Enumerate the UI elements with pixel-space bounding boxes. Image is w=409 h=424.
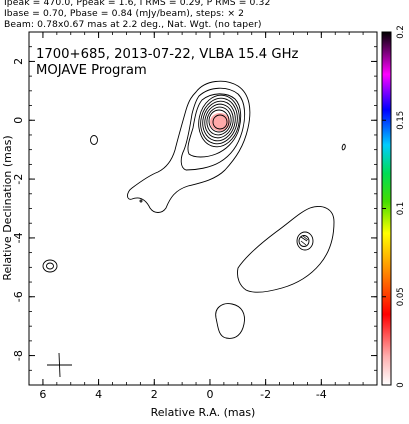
y-tick-label: -4 [12,232,25,243]
jet-polarization-ticks [300,235,309,246]
x-axis-label: Relative R.A. (mas) [151,406,256,419]
y-tick-label: 0 [12,117,25,124]
core-contour-3 [187,93,242,158]
y-tick-label: 2 [12,58,25,65]
header-base-line: Ibase = 0.70, Pbase = 0.84 (mJy/beam), s… [4,8,245,19]
jet-contour-1 [296,231,314,251]
header-stats-line: Ipeak = 470.0, Ppeak = 1.6, I RMS = 0.29… [4,0,271,8]
plot-frame [28,31,378,386]
core-contour-6 [202,100,236,142]
jet-outer-contour [237,206,335,293]
header-beam-line: Beam: 0.78x0.67 mas at 2.2 deg., Nat. Wg… [4,19,262,30]
beam-marker-vertical [58,352,61,378]
y-tick-label: -8 [12,350,25,361]
x-axis-ticks: 6 4 2 0 -2 -4 [39,32,378,401]
core-contour-8 [206,106,232,136]
panel-subtitle: MOJAVE Program [36,63,147,78]
x-tick-label: 2 [151,388,158,401]
lower-blob-contour [215,303,245,339]
colorbar-tick-label: 0.15 [396,111,406,130]
core-outer-contour [127,80,251,213]
colorbar-ticks: 0 0.05 0.1 0.15 0.2 [382,25,406,388]
colorbar-tick-label: 0 [396,382,406,387]
left-knot-inner [46,262,54,270]
y-tick-label: -6 [12,291,25,302]
small-right-contour [341,143,346,151]
x-tick-label: 6 [39,388,46,401]
panel-title: 1700+685, 2013-07-22, VLBA 15.4 GHz [36,47,299,62]
core-contour-10 [212,114,228,130]
left-knot-contour [42,259,58,273]
core-contour-5 [200,97,238,145]
colorbar-tick-label: 0.1 [396,202,406,216]
core-contour-9 [208,109,230,133]
core-contour-7 [204,103,234,139]
x-tick-label: 0 [206,388,213,401]
colorbar-tick-label: 0.2 [396,25,406,39]
x-tick-label: -2 [260,388,271,401]
x-tick-label: 4 [95,388,102,401]
y-axis-label: Relative Declination (mas) [1,135,14,280]
core-contour-2 [180,87,246,171]
small-contour-blob [90,135,98,145]
y-axis-ticks: 2 0 -2 -4 -6 -8 [12,31,377,386]
y-tick-label: -2 [12,174,25,185]
colorbar-tick-label: 0.05 [396,287,406,306]
contour-lines [42,80,346,378]
jet-contour-2 [298,235,310,247]
tiny-contour-dot [139,199,143,203]
x-tick-label: -4 [316,388,327,401]
core-contour-4 [198,94,240,148]
